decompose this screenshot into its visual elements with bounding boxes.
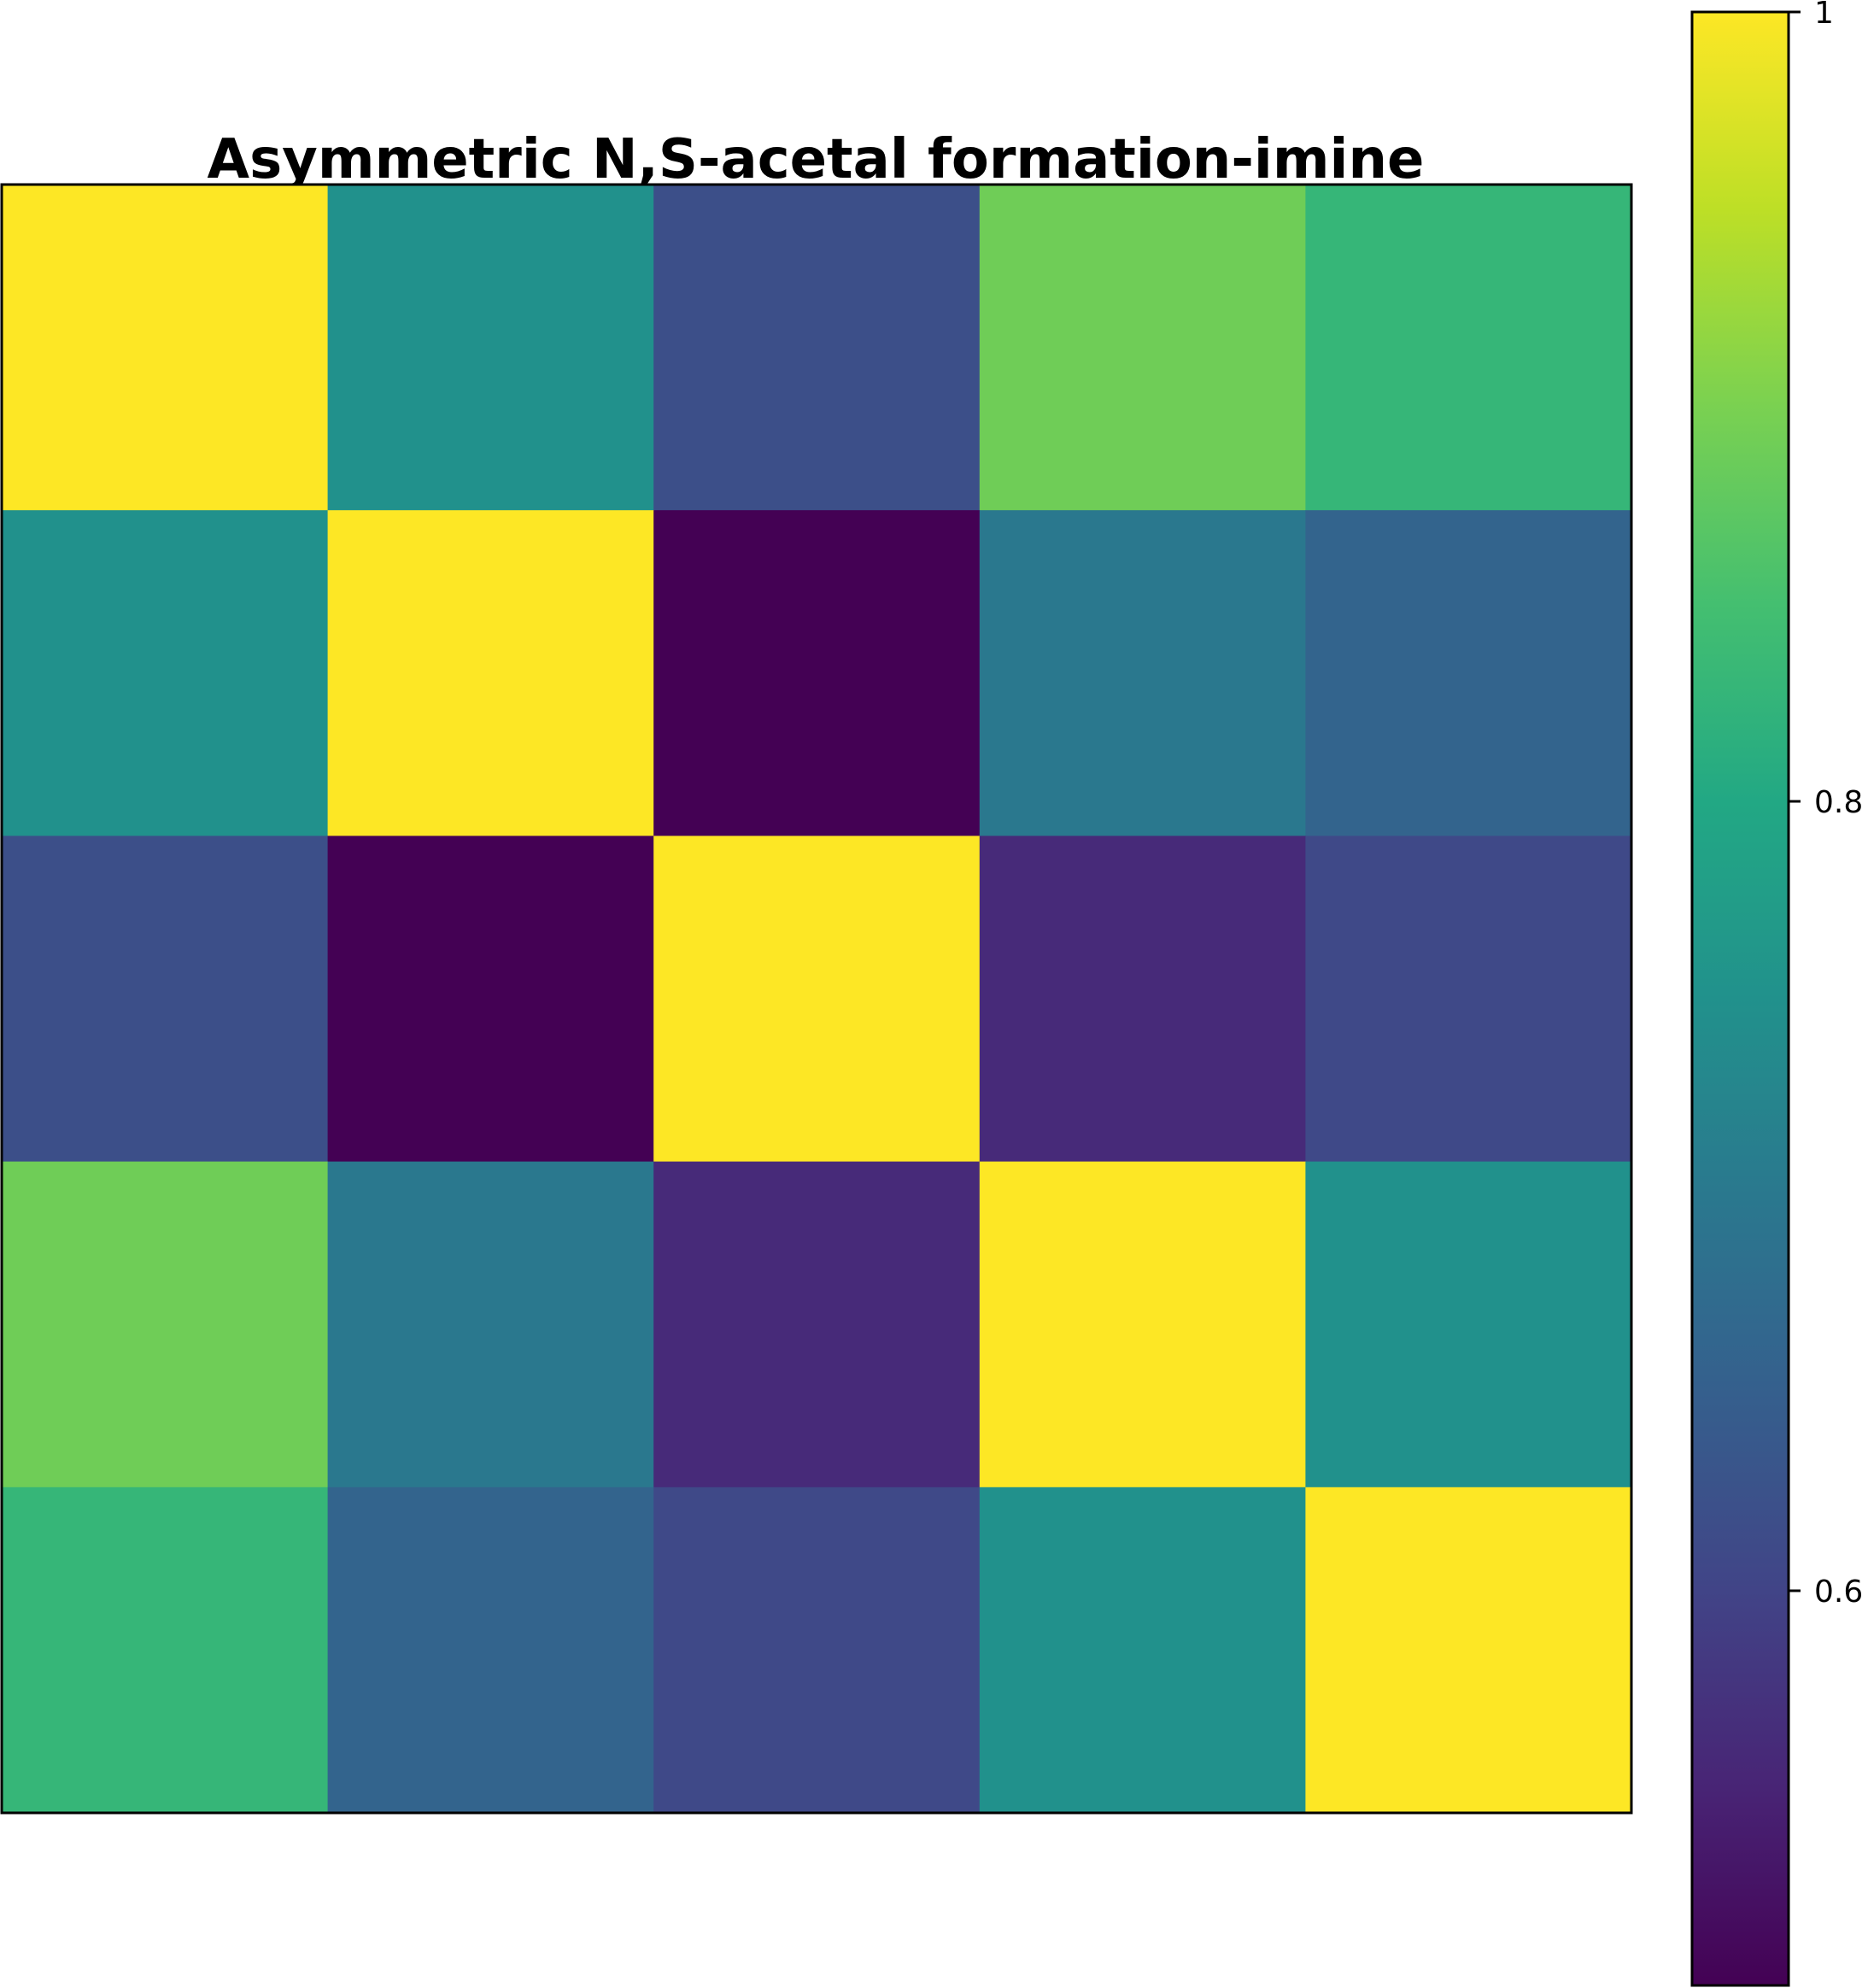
heatmap-cell: [1305, 836, 1632, 1163]
heatmap-cell: [1305, 1161, 1632, 1488]
heatmap-cell: [327, 1487, 654, 1814]
heatmap-cell: [653, 836, 981, 1163]
colorbar-tick-label: 0.8: [1814, 785, 1863, 820]
chart-title: Asymmetric N,S-acetal formation-imine: [208, 128, 1425, 191]
heatmap-cell: [979, 836, 1306, 1163]
heatmap-cell: [1305, 185, 1632, 511]
heatmap-cell: [979, 1161, 1306, 1488]
heatmap-cell: [2, 1487, 329, 1814]
heatmap-cell: [1305, 510, 1632, 836]
heatmap-cell: [653, 510, 981, 836]
colorbar-tick-label: 0.6: [1814, 1575, 1863, 1610]
colorbar: [1692, 12, 1789, 1985]
heatmap-cell: [2, 510, 329, 836]
heatmap-cell: [327, 510, 654, 836]
heatmap-cell: [1305, 1487, 1632, 1814]
heatmap-frame: [0, 183, 1633, 1815]
heatmap-cell: [979, 510, 1306, 836]
heatmap-cell: [327, 1161, 654, 1488]
colorbar-ticks: 1 0.8 0.6: [1789, 0, 1863, 1610]
heatmap-cells: [2, 185, 1632, 1814]
heatmap-cell: [979, 185, 1306, 511]
colorbar-frame: [1690, 10, 1790, 1987]
heatmap-cell: [327, 185, 654, 511]
heatmap-cell: [653, 1161, 981, 1488]
heatmap-cell: [327, 836, 654, 1163]
heatmap-cell: [653, 185, 981, 511]
colorbar-tick-label: 1: [1814, 0, 1834, 31]
heatmap-cell: [653, 1487, 981, 1814]
heatmap-cell: [2, 836, 329, 1163]
heatmap-cell: [979, 1487, 1306, 1814]
heatmap-cell: [2, 185, 329, 511]
heatmap-cell: [2, 1161, 329, 1488]
